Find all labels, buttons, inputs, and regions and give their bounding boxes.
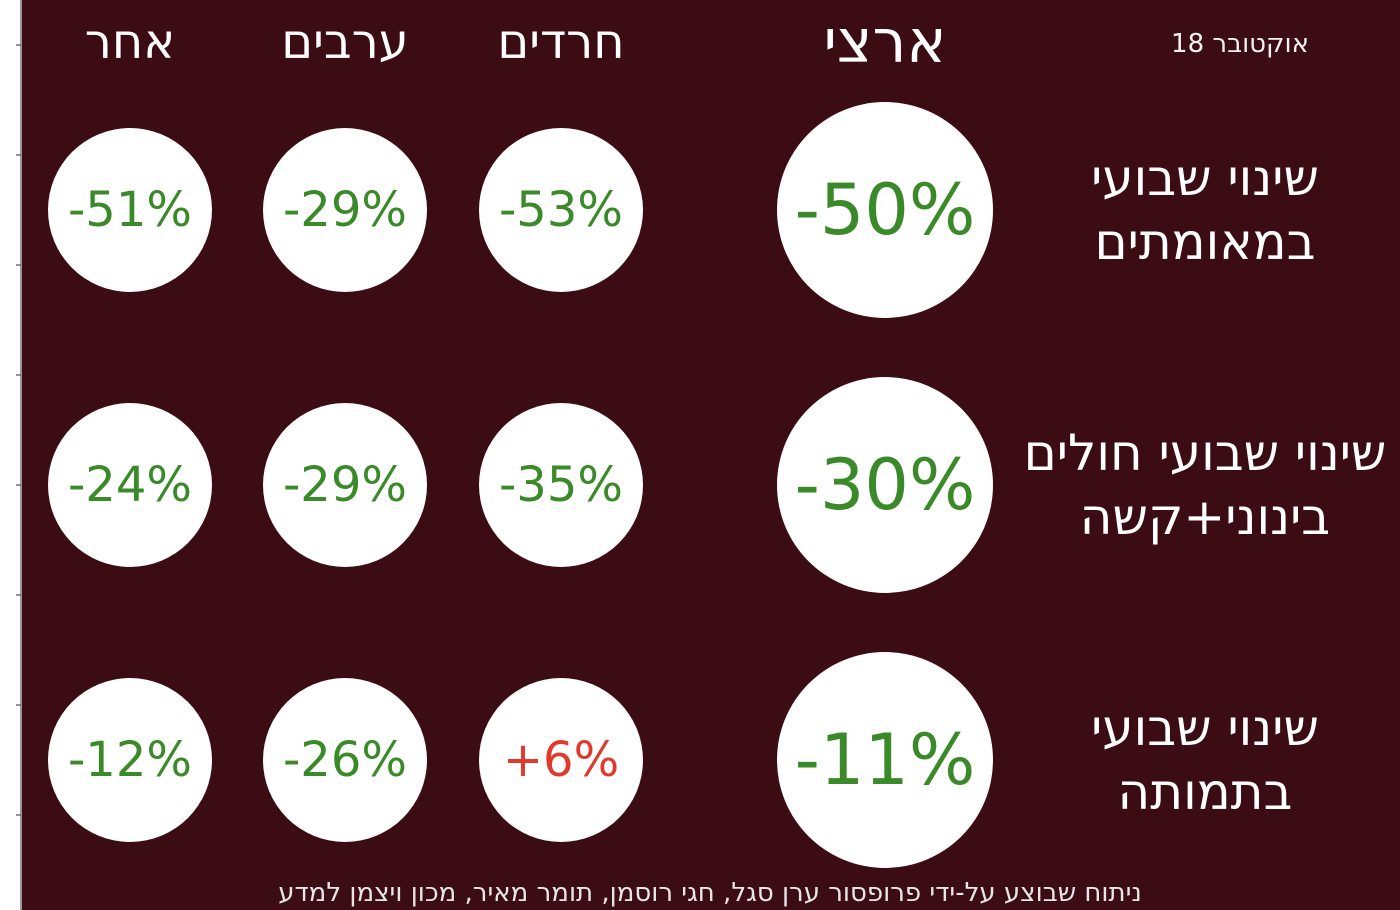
- row-label: בינוני+קשה: [1080, 488, 1330, 546]
- row-label: שינוי שבועי חולים: [1024, 424, 1387, 482]
- value-text: +6%: [503, 732, 619, 788]
- column-header: חרדים: [497, 14, 624, 70]
- footer: ניתוח שבוצע על-ידי פרופסור ערן סגל, חגי …: [278, 878, 1142, 908]
- value-circle: [777, 652, 993, 868]
- value-text: -50%: [795, 169, 976, 251]
- value-text: -53%: [499, 182, 623, 238]
- date: אוקטובר 18: [1171, 29, 1309, 59]
- value-text: -29%: [283, 457, 407, 513]
- value-text: -11%: [795, 719, 976, 801]
- value-circle: [479, 678, 643, 842]
- value-circle: [48, 128, 212, 292]
- value-circle: [777, 102, 993, 318]
- row-label: שינוי שבועי: [1091, 149, 1319, 207]
- value-circle: [777, 377, 993, 593]
- value-text: -26%: [283, 732, 407, 788]
- value-circle: [48, 403, 212, 567]
- value-text: -30%: [795, 444, 976, 526]
- value-circle: [479, 403, 643, 567]
- row-label: שינוי שבועי: [1091, 699, 1319, 757]
- value-circle: [263, 403, 427, 567]
- value-circle: [263, 678, 427, 842]
- value-text: -12%: [68, 732, 192, 788]
- value-circle: [48, 678, 212, 842]
- value-circle: [479, 128, 643, 292]
- left-strip: [0, 0, 22, 910]
- column-header: אחר: [85, 14, 176, 70]
- background: [22, 0, 1400, 910]
- value-text: -35%: [499, 457, 623, 513]
- value-circle: [263, 128, 427, 292]
- row-label: במאומתים: [1094, 213, 1315, 271]
- row-label: בתמותה: [1118, 763, 1293, 821]
- value-text: -24%: [68, 457, 192, 513]
- value-text: -29%: [283, 182, 407, 238]
- column-header: ארצי: [824, 7, 947, 77]
- value-text: -51%: [68, 182, 192, 238]
- column-header: ערבים: [281, 14, 408, 70]
